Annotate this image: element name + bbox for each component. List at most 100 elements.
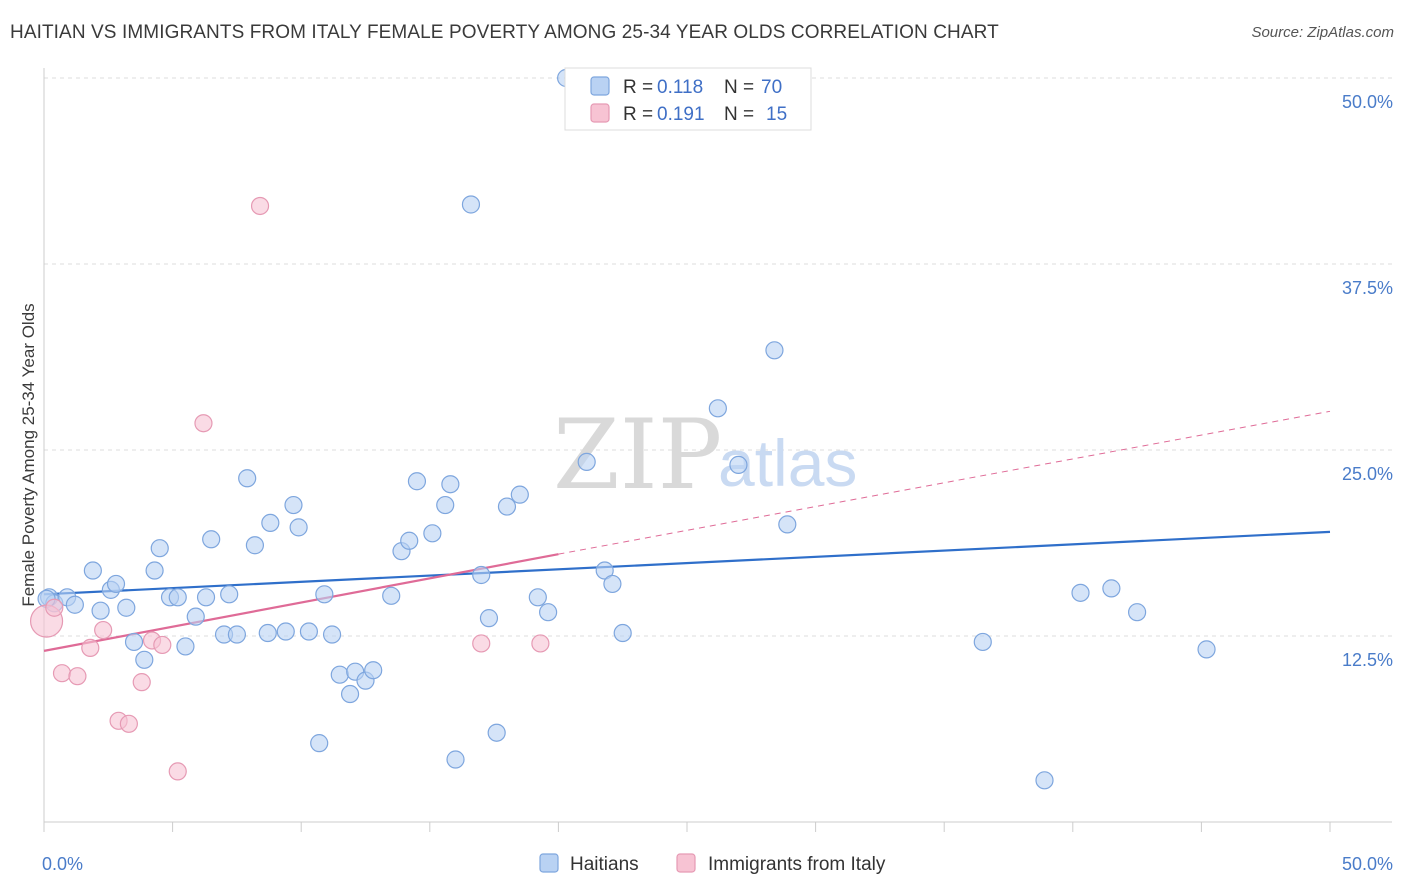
source-label: Source: ZipAtlas.com — [1251, 24, 1394, 41]
x-tick-labels: 0.0% 50.0% — [42, 854, 1393, 874]
point-haitian-9 — [124, 632, 144, 652]
point-italy-1 — [45, 598, 64, 617]
point-haitian-47 — [472, 565, 491, 585]
point-haitian-50 — [497, 497, 517, 516]
legend-r-value-1: 0.118 — [657, 77, 703, 98]
point-italy-14 — [472, 634, 491, 653]
point-haitian-42 — [423, 524, 442, 543]
point-italy-7 — [119, 714, 138, 733]
point-haitian-18 — [202, 530, 221, 549]
point-haitian-57 — [603, 574, 622, 594]
point-haitian-58 — [613, 623, 632, 643]
point-italy-10 — [153, 635, 172, 655]
point-haitian-52 — [528, 588, 547, 607]
point-haitian-8 — [117, 598, 136, 617]
point-haitian-32 — [322, 625, 342, 644]
legend-swatch-haitians — [590, 76, 610, 96]
point-haitian-26 — [276, 622, 295, 641]
point-haitian-46 — [461, 195, 481, 214]
point-haitian-38 — [382, 586, 401, 605]
legend-n-value-1: 70 — [761, 77, 782, 98]
point-haitian-49 — [487, 723, 506, 742]
bottom-legend-swatch-haitians — [539, 853, 559, 873]
point-haitian-11 — [145, 561, 164, 580]
point-haitian-63 — [973, 632, 992, 652]
point-haitian-40 — [400, 531, 419, 550]
bottom-legend-swatch-italy — [676, 853, 696, 873]
legend-r-value-2: 0.191 — [657, 104, 705, 125]
point-haitian-30 — [310, 734, 329, 753]
x-tick-label-0: 0.0% — [42, 854, 83, 874]
point-haitian-65 — [1102, 579, 1121, 598]
point-haitian-22 — [238, 469, 257, 488]
top-legend: R = 0.118 N = 70 R = 0.191 N = 15 — [564, 67, 812, 131]
point-haitian-31 — [315, 585, 334, 604]
bottom-legend: Haitians Immigrants from Italy — [539, 853, 886, 875]
axes — [43, 68, 1392, 832]
point-haitian-59 — [708, 399, 727, 418]
legend-r-label-1: R = — [623, 77, 653, 98]
point-italy-2 — [52, 664, 72, 683]
point-haitian-55 — [577, 452, 596, 472]
point-italy-5 — [94, 620, 113, 640]
point-haitian-24 — [258, 623, 277, 643]
point-haitian-21 — [227, 625, 246, 644]
point-haitian-64 — [1071, 583, 1090, 602]
point-italy-11 — [168, 762, 187, 781]
y-tick-label-2: 37.5% — [1342, 278, 1393, 298]
point-haitian-25 — [261, 513, 280, 533]
point-haitian-62 — [778, 515, 797, 534]
point-haitian-5 — [91, 601, 110, 620]
legend-n-label-2: N = — [724, 104, 754, 125]
point-haitian-16 — [186, 607, 205, 626]
legend-swatch-italy — [590, 103, 610, 123]
point-haitian-48 — [479, 609, 499, 628]
point-haitian-3 — [65, 595, 84, 614]
y-tick-labels: 12.5% 25.0% 37.5% 50.0% — [1342, 92, 1393, 670]
point-italy-12 — [194, 414, 213, 433]
point-italy-4 — [81, 638, 100, 658]
bottom-legend-italy: Immigrants from Italy — [708, 854, 886, 875]
point-haitian-12 — [150, 539, 169, 558]
gridlines — [44, 77, 1392, 637]
point-haitian-17 — [196, 588, 216, 607]
point-italy-3 — [68, 667, 87, 686]
point-haitian-15 — [176, 637, 195, 656]
y-axis-label: Female Poverty Among 25-34 Year Olds — [19, 303, 38, 606]
point-haitian-44 — [441, 475, 460, 494]
y-tick-label-0: 12.5% — [1342, 650, 1393, 670]
legend-r-label-2: R = — [623, 104, 653, 125]
chart-title: HAITIAN VS IMMIGRANTS FROM ITALY FEMALE … — [10, 22, 999, 43]
point-haitian-10 — [135, 650, 154, 669]
point-haitian-27 — [284, 495, 303, 515]
legend-n-label-1: N = — [724, 77, 754, 98]
point-haitian-67 — [1127, 603, 1147, 622]
trend-line-italy-extended — [558, 410, 1331, 555]
y-tick-label-1: 25.0% — [1342, 464, 1393, 484]
point-haitian-53 — [539, 603, 558, 622]
point-haitian-20 — [220, 585, 239, 604]
bottom-legend-haitians: Haitians — [570, 854, 639, 875]
data-points — [29, 68, 1216, 790]
point-italy-8 — [132, 673, 151, 692]
watermark-zip: ZIP — [553, 399, 722, 511]
point-haitian-68 — [1197, 640, 1216, 659]
point-haitian-37 — [364, 661, 383, 680]
point-haitian-23 — [245, 536, 265, 555]
point-haitian-60 — [729, 455, 748, 474]
point-italy-13 — [250, 196, 270, 216]
point-haitian-33 — [330, 665, 349, 684]
point-haitian-41 — [407, 472, 427, 491]
point-haitian-4 — [83, 561, 102, 580]
legend-n-value-2: 15 — [766, 104, 787, 125]
point-haitian-29 — [299, 622, 319, 641]
point-haitian-45 — [446, 750, 465, 769]
point-haitian-61 — [765, 341, 784, 360]
y-tick-label-3: 50.0% — [1342, 92, 1393, 112]
point-haitian-14 — [168, 588, 187, 607]
point-haitian-34 — [340, 684, 360, 704]
point-haitian-43 — [436, 495, 455, 515]
point-haitian-56 — [595, 561, 614, 580]
point-italy-15 — [531, 634, 550, 653]
